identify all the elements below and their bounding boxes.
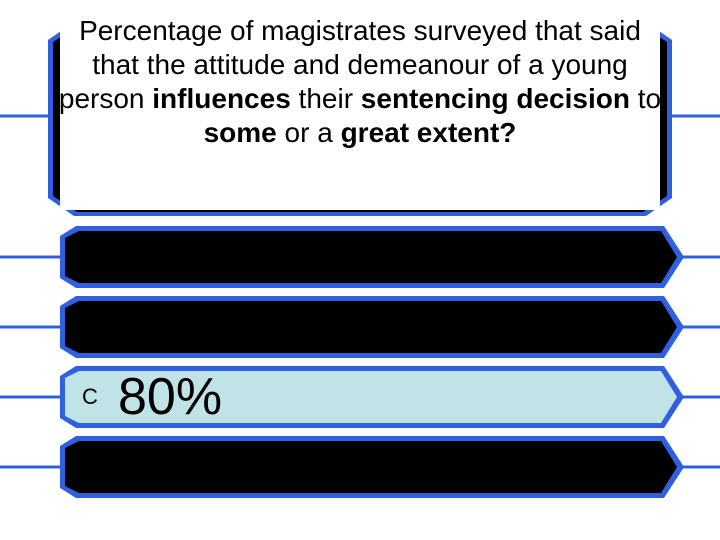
answer-a-panel[interactable] (65, 231, 677, 283)
question-segment: their (290, 83, 361, 114)
answer-c-panel[interactable] (65, 371, 677, 423)
answer-c-text[interactable]: 80% (118, 368, 223, 426)
question-segment: Percentage of magistrates surveyed that … (58, 15, 641, 114)
answer-b-text[interactable]: 60% (118, 298, 223, 356)
answer-a-text[interactable]: 40% (118, 228, 223, 286)
answer-d-text[interactable]: 20% (118, 438, 223, 496)
answer-d-letter: D (82, 454, 98, 479)
answer-b-panel[interactable] (65, 301, 677, 353)
answer-d-panel[interactable] (65, 441, 677, 493)
answer-c-letter: C (82, 384, 98, 409)
question-segment: influences (152, 83, 291, 114)
question-segment: sentencing decision (360, 83, 630, 114)
question-segment: some (203, 117, 277, 148)
question-segment: great extent? (340, 117, 517, 148)
question-segment: or a (276, 117, 341, 148)
answer-a-letter: A (82, 244, 98, 269)
answer-b-letter: B (82, 314, 98, 339)
answer-rows (0, 226, 720, 498)
question-segment: to (629, 83, 662, 114)
question-text: Percentage of magistrates surveyed that … (58, 14, 662, 214)
question-backdrop (60, 14, 660, 210)
